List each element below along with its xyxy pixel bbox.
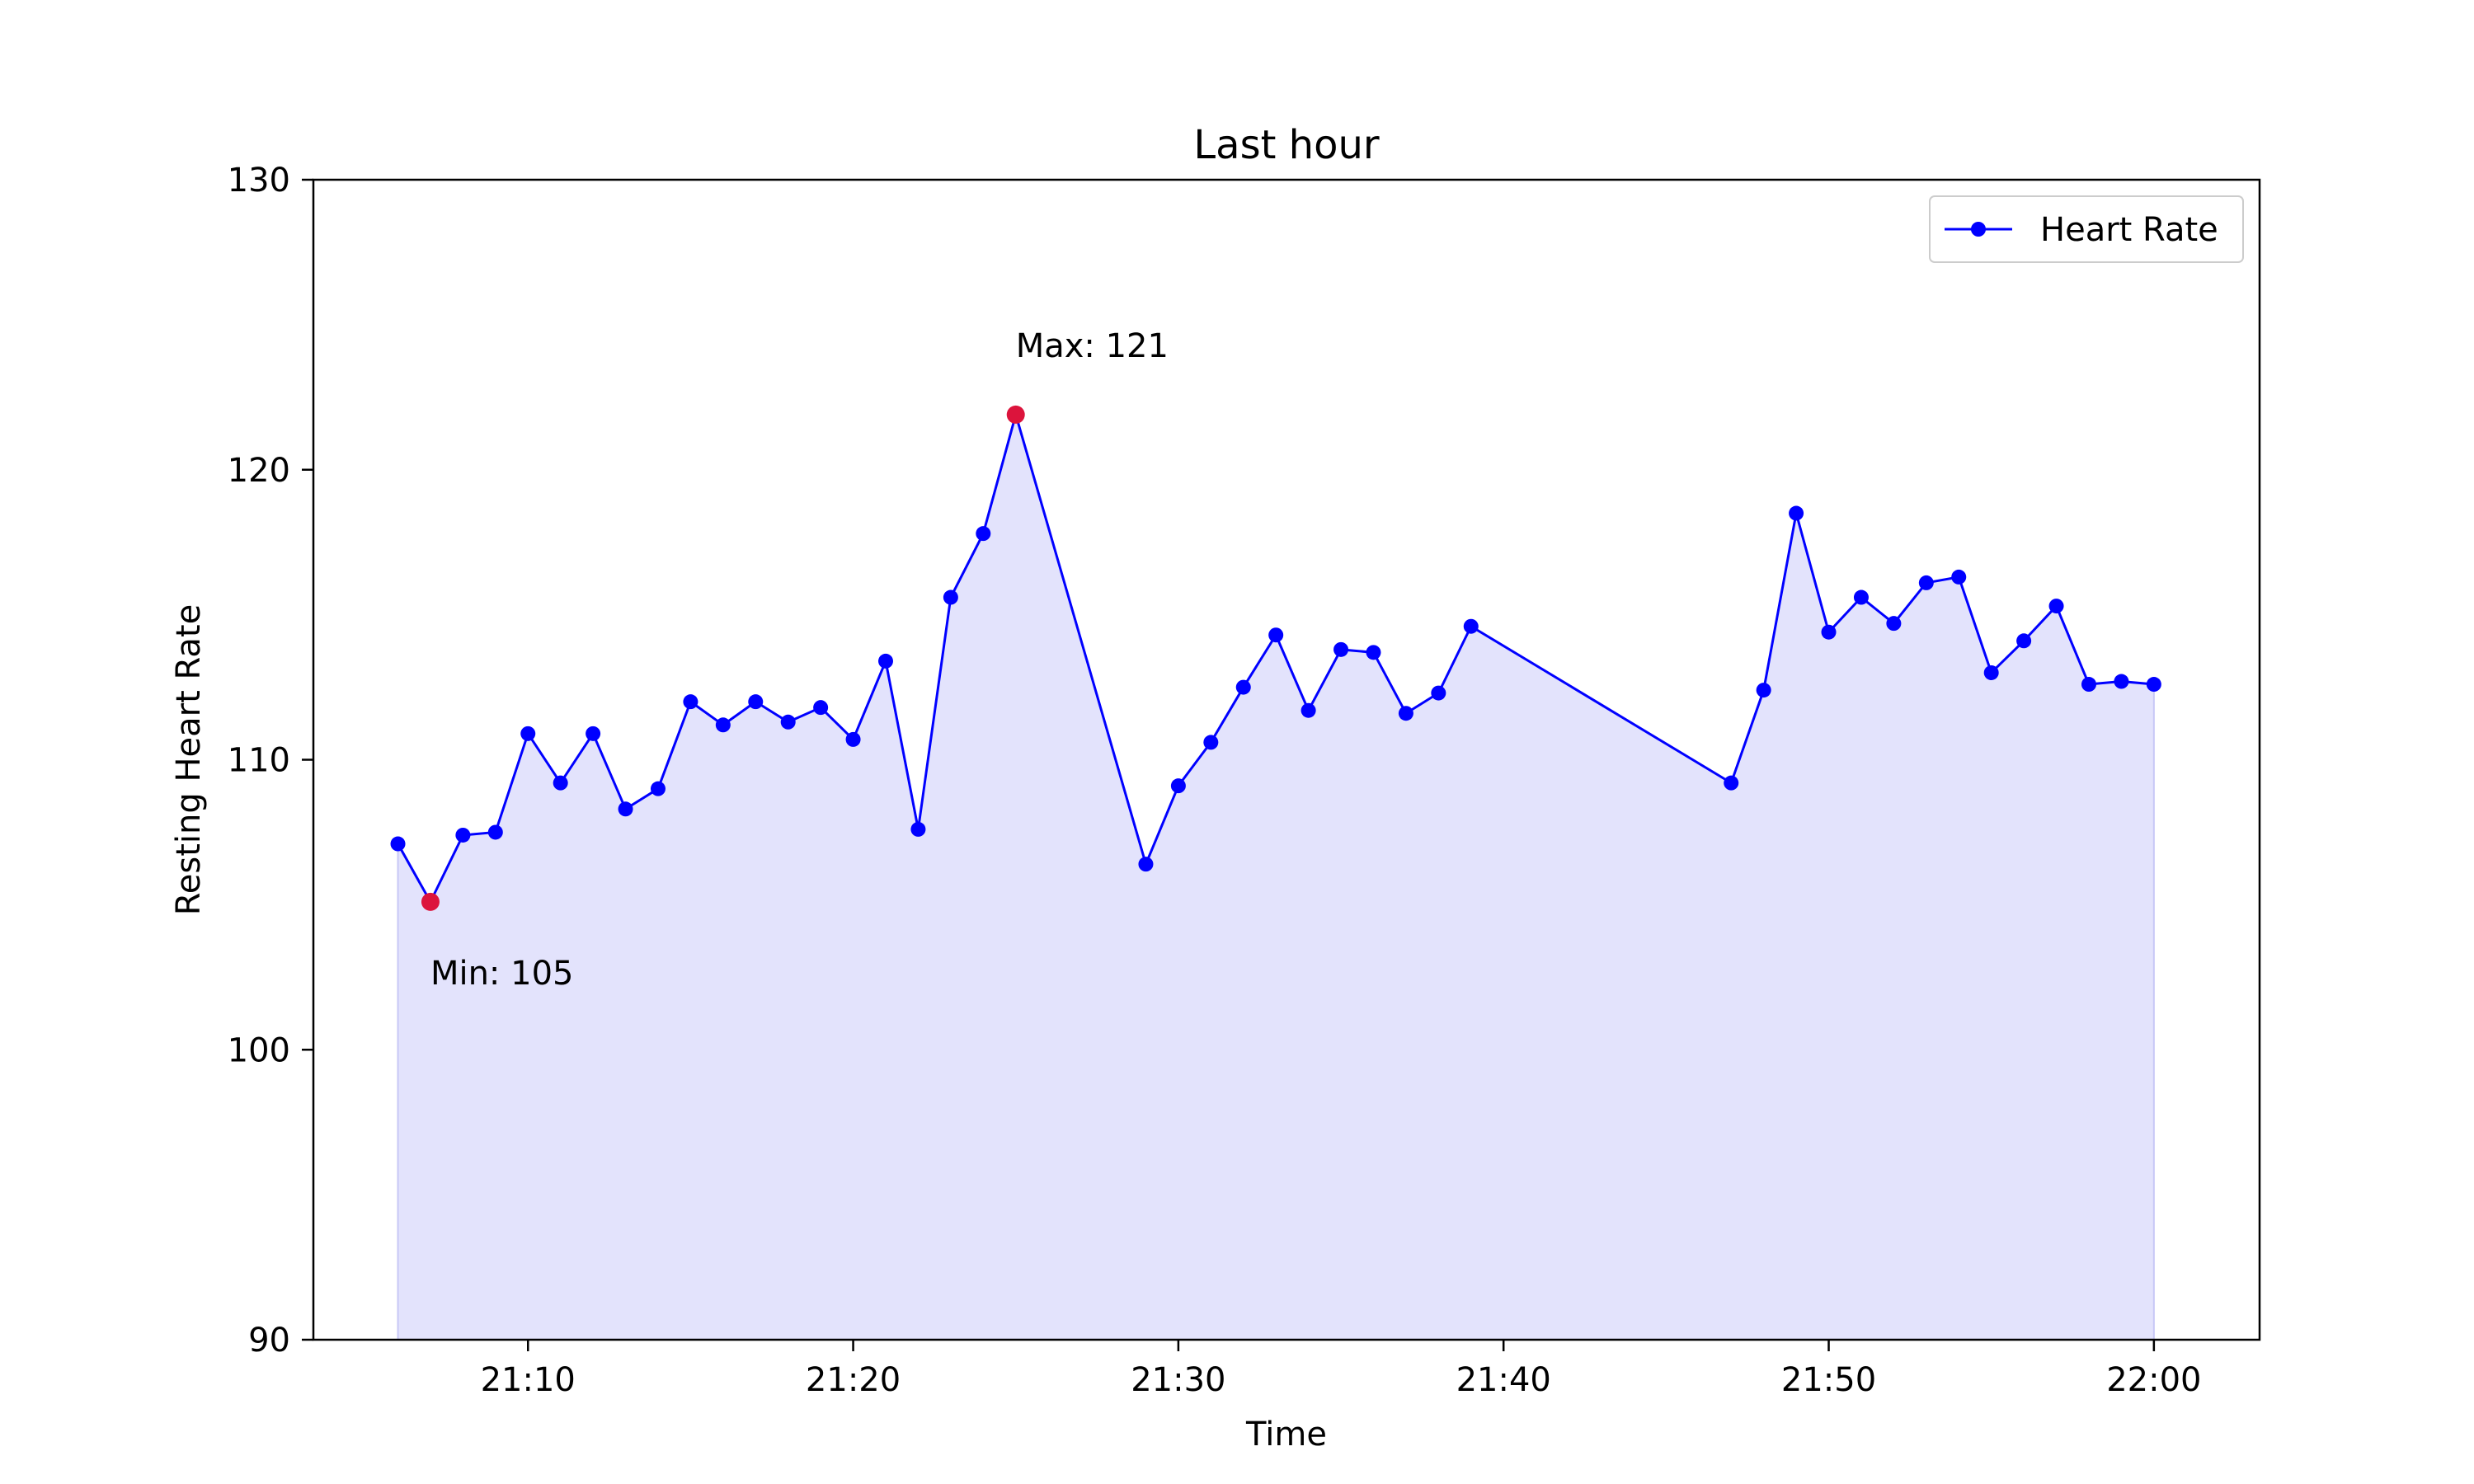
legend-label-heart-rate: Heart Rate (2040, 211, 2218, 249)
data-point (1398, 706, 1413, 721)
data-point (1983, 665, 1999, 680)
data-point (878, 653, 894, 669)
data-point (1724, 775, 1739, 791)
min-point-marker (421, 892, 440, 911)
data-point (586, 726, 601, 741)
x-tick-label: 22:00 (2106, 1361, 2201, 1399)
x-tick-label: 21:40 (1456, 1361, 1551, 1399)
data-point (553, 775, 568, 791)
data-point (650, 781, 666, 796)
data-point (1235, 679, 1251, 695)
data-point (780, 714, 796, 730)
data-point (1918, 575, 1934, 590)
max-point-marker (1006, 405, 1025, 424)
x-tick-label: 21:10 (481, 1361, 576, 1399)
data-point (748, 694, 764, 710)
data-point (943, 589, 958, 605)
data-point (2081, 677, 2096, 693)
min-annotation: Min: 105 (430, 955, 574, 993)
data-point (1170, 778, 1186, 794)
data-point (1333, 641, 1349, 657)
data-point (1431, 685, 1446, 701)
data-point (976, 526, 991, 542)
data-point (2114, 674, 2129, 689)
x-tick-label: 21:30 (1131, 1361, 1225, 1399)
x-axis-title: Time (1245, 1416, 1327, 1453)
x-tick-label: 21:20 (806, 1361, 901, 1399)
max-annotation: Max: 121 (1016, 327, 1169, 365)
y-tick-label: 110 (228, 742, 290, 780)
data-point (683, 694, 698, 710)
legend-box (1929, 195, 2244, 263)
y-axis-ticks: 90 100 110 120 130 (228, 162, 313, 1360)
data-point (1886, 616, 1902, 632)
annotation-layer: Min: 105 Max: 121 (421, 327, 1169, 993)
y-tick-label: 130 (228, 162, 290, 200)
data-point (1853, 589, 1869, 605)
data-point (1463, 618, 1479, 634)
data-point (1138, 857, 1154, 872)
data-point (910, 821, 926, 837)
x-tick-label: 21:50 (1781, 1361, 1876, 1399)
data-point (1789, 505, 1804, 521)
y-axis-title: Resting Heart Rate (170, 604, 208, 915)
data-point (487, 824, 503, 840)
y-tick-label: 120 (228, 452, 290, 490)
data-point (520, 726, 536, 741)
data-point (1756, 683, 1771, 698)
data-point (1268, 627, 1284, 643)
data-point (2048, 599, 2064, 614)
y-tick-label: 90 (248, 1322, 290, 1360)
data-point (1821, 624, 1837, 640)
data-point (813, 700, 829, 716)
data-point (455, 827, 471, 843)
legend: Heart Rate (1929, 195, 2244, 263)
data-point (2016, 633, 2032, 649)
data-point (2146, 677, 2161, 693)
data-point (390, 836, 406, 852)
data-point (1366, 645, 1381, 660)
x-axis-ticks: 21:10 21:20 21:30 21:40 21:50 22:00 (481, 1340, 2201, 1399)
data-point (618, 801, 633, 817)
data-point (845, 731, 861, 747)
chart-title: Last hour (1193, 122, 1379, 168)
y-tick-label: 100 (228, 1031, 290, 1069)
legend-marker-swatch (1971, 222, 1986, 237)
data-point (1300, 702, 1316, 718)
data-point (1951, 569, 1967, 585)
data-point (715, 717, 731, 733)
data-point (1203, 735, 1219, 750)
